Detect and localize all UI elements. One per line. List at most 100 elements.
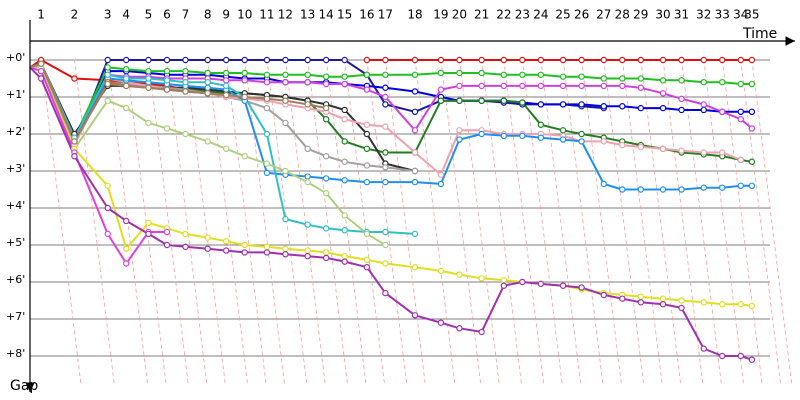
lap-line: [603, 59, 645, 386]
point: [382, 123, 389, 130]
point: [719, 352, 726, 360]
point: [282, 215, 289, 223]
point: [382, 149, 389, 156]
lap-line: [366, 59, 408, 386]
point: [500, 282, 508, 289]
point: [282, 119, 289, 127]
point: [659, 301, 667, 308]
x-tick-label: 29: [633, 8, 648, 22]
point: [456, 325, 463, 332]
point: [500, 82, 508, 90]
point: [500, 97, 508, 104]
y-tick-label: +8': [6, 347, 25, 360]
point: [748, 182, 756, 189]
point: [363, 86, 371, 93]
point: [282, 97, 289, 104]
y-tick-label: +0': [6, 51, 25, 64]
point: [637, 299, 645, 306]
series-line: [30, 66, 386, 246]
point: [241, 56, 248, 64]
point: [182, 88, 189, 95]
point: [678, 56, 685, 64]
point: [104, 182, 111, 189]
point: [145, 56, 152, 64]
point: [559, 73, 567, 80]
point: [578, 130, 585, 138]
point: [341, 252, 348, 260]
point: [322, 80, 330, 88]
point: [322, 225, 330, 232]
point: [519, 82, 526, 90]
x-tick-label: 8: [204, 8, 212, 22]
point: [600, 82, 607, 90]
point: [204, 138, 211, 145]
point: [748, 56, 756, 64]
point: [519, 56, 526, 64]
point: [104, 71, 111, 79]
point: [163, 228, 171, 236]
point: [748, 158, 756, 165]
point: [719, 149, 726, 156]
point: [341, 138, 348, 145]
point: [241, 249, 248, 256]
point: [519, 132, 526, 140]
x-tick-label: 25: [555, 8, 570, 22]
lap-line: [751, 59, 793, 386]
x-tick-label: 30: [655, 8, 670, 22]
point: [700, 345, 707, 352]
point: [182, 230, 189, 238]
point: [382, 71, 389, 79]
x-tick-label: 19: [433, 8, 448, 22]
point: [282, 167, 289, 175]
point: [304, 221, 311, 228]
point: [737, 56, 744, 64]
point: [104, 64, 111, 71]
lap-line: [581, 59, 622, 386]
point: [37, 67, 45, 75]
point: [71, 138, 78, 145]
point: [619, 103, 626, 110]
x-tick-label: 35: [744, 8, 759, 22]
point: [537, 101, 545, 108]
lap-line: [481, 59, 523, 386]
point: [223, 77, 230, 84]
point: [241, 69, 248, 77]
point: [37, 75, 45, 82]
point: [411, 230, 419, 238]
x-tick-label: 5: [145, 8, 153, 22]
lap-line: [325, 59, 367, 386]
x-tick-label: 23: [515, 8, 530, 22]
point: [263, 169, 271, 177]
x-tick-label: 7: [182, 8, 190, 22]
point: [411, 167, 419, 175]
point: [123, 260, 130, 267]
point: [619, 82, 626, 90]
point: [537, 280, 545, 288]
point: [748, 356, 756, 363]
point: [659, 90, 667, 97]
y-tick-label: +2': [6, 125, 25, 138]
point: [341, 158, 348, 165]
lap-line: [521, 59, 563, 386]
point: [478, 56, 485, 64]
point: [600, 103, 607, 110]
point: [678, 186, 685, 193]
point: [700, 106, 707, 114]
point: [304, 178, 311, 186]
point: [559, 127, 567, 134]
point: [163, 86, 171, 93]
x-tick-label: 1: [37, 8, 45, 22]
point: [322, 104, 330, 112]
point: [382, 241, 389, 249]
point: [700, 56, 707, 64]
lap-line: [562, 59, 604, 386]
point: [737, 301, 744, 308]
point: [204, 245, 211, 252]
point: [456, 97, 463, 104]
point: [104, 56, 111, 64]
lap-line: [307, 59, 349, 386]
point: [145, 119, 152, 127]
point: [456, 56, 463, 64]
point: [559, 282, 567, 289]
point: [559, 136, 567, 143]
